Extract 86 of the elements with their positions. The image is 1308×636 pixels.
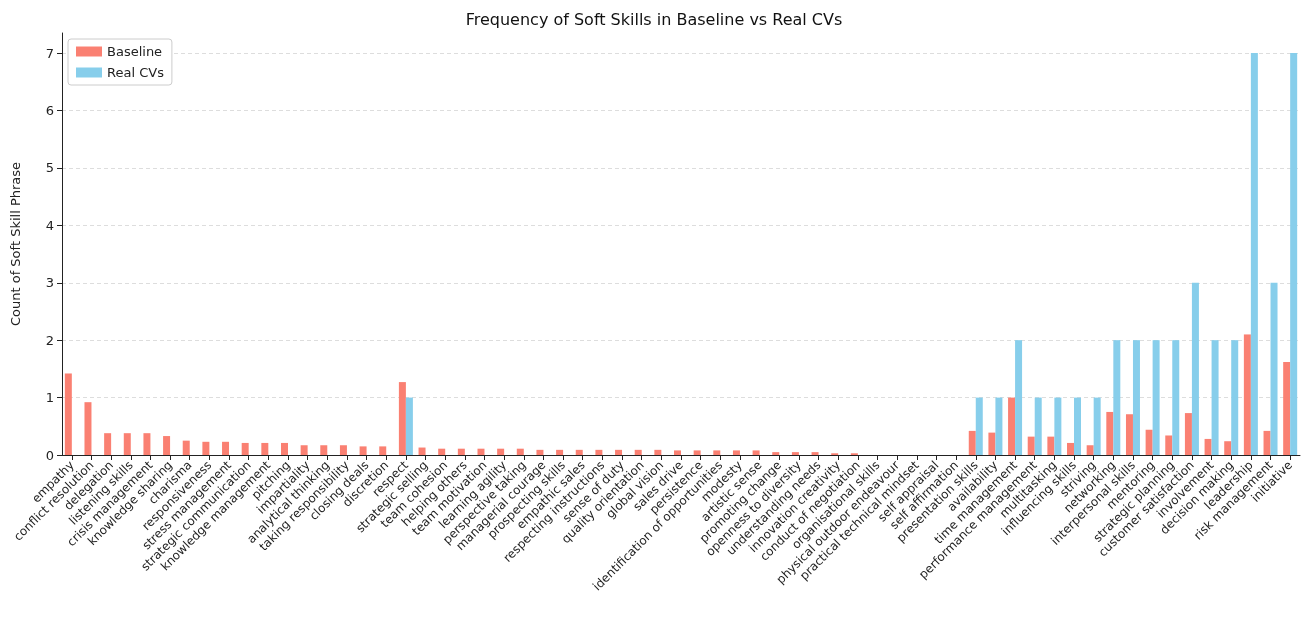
bar (1067, 442, 1075, 455)
bar (418, 447, 426, 455)
bar (84, 402, 92, 455)
bar (398, 382, 406, 455)
bar (280, 442, 288, 455)
legend-label: Real CVs (107, 65, 165, 80)
bar (359, 446, 367, 455)
bar (123, 433, 131, 455)
bar (477, 448, 485, 455)
bar (615, 449, 623, 455)
bar (202, 441, 210, 455)
bar (654, 449, 662, 455)
bar (1086, 445, 1094, 455)
bar (1184, 413, 1192, 455)
bar (405, 397, 413, 455)
bar (693, 450, 701, 455)
bar (968, 430, 976, 455)
bar (241, 442, 249, 455)
bar (104, 433, 112, 455)
bar (261, 442, 269, 455)
bar (379, 446, 387, 455)
bar (1027, 436, 1035, 455)
y-tick-label: 1 (45, 390, 54, 406)
bar (163, 436, 171, 455)
bar (143, 433, 151, 455)
bar (811, 452, 819, 455)
bar (1270, 282, 1278, 455)
bar (300, 445, 308, 455)
bar (320, 445, 328, 455)
bar (975, 397, 983, 455)
bar (339, 445, 347, 455)
bar (1152, 340, 1160, 455)
y-tick-label: 4 (45, 217, 54, 233)
bar (1231, 340, 1239, 455)
bar (1250, 53, 1258, 455)
bar (995, 397, 1003, 455)
bar (1283, 361, 1291, 455)
bar (1145, 429, 1153, 455)
bar (64, 373, 72, 455)
bar (1263, 430, 1271, 455)
bar (1034, 397, 1042, 455)
legend-label: Baseline (107, 44, 163, 59)
bar (732, 450, 740, 455)
bar (1224, 441, 1232, 455)
bar (497, 448, 505, 455)
bar (1047, 436, 1055, 455)
bar (575, 449, 583, 455)
bar (438, 448, 446, 455)
bar (1054, 397, 1062, 455)
y-tick-label: 2 (45, 332, 54, 348)
bar (772, 452, 780, 455)
y-tick-label: 3 (45, 275, 54, 291)
bar (1165, 435, 1173, 455)
y-tick-label: 0 (45, 447, 54, 463)
y-tick-label: 7 (45, 45, 54, 61)
bar (634, 449, 642, 455)
bar (988, 432, 996, 455)
bar (1243, 334, 1251, 455)
bar (1290, 53, 1298, 455)
bar (1015, 340, 1023, 455)
y-axis-title: Count of Soft Skill Phrase (8, 161, 23, 327)
bar (556, 449, 564, 455)
bar (713, 450, 721, 455)
bar (1191, 282, 1199, 455)
bar (457, 448, 465, 455)
bar (1132, 340, 1140, 455)
y-tick-label: 5 (45, 160, 54, 176)
bar (222, 441, 230, 455)
bar (1106, 411, 1114, 455)
y-tick-label: 6 (45, 103, 54, 119)
bar (595, 449, 603, 455)
bar (182, 440, 190, 455)
bar (516, 448, 524, 455)
bar (791, 452, 799, 455)
bar (1113, 340, 1121, 455)
bar (536, 449, 544, 455)
chart-title: Frequency of Soft Skills in Baseline vs Real CVs (465, 9, 843, 29)
bar (1172, 340, 1180, 455)
bar (1093, 397, 1101, 455)
bar (1008, 397, 1016, 455)
bar (1204, 438, 1212, 455)
bar (1074, 397, 1082, 455)
bar (752, 450, 760, 455)
bar (674, 450, 681, 455)
bar (1211, 340, 1219, 455)
bar (1125, 414, 1133, 455)
